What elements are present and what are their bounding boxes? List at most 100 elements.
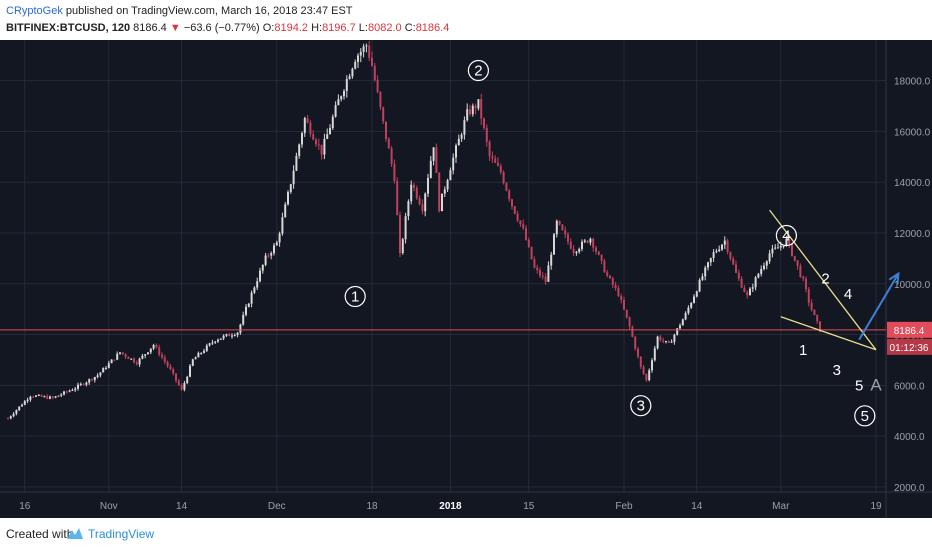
candle-body (441, 193, 443, 212)
candle-body (63, 391, 65, 395)
candle-body (65, 391, 68, 393)
y-tick-label: 12000.0 (894, 229, 931, 240)
candle-body (527, 239, 530, 247)
candle-body (611, 278, 614, 285)
ohlc-open: 8194.2 (274, 22, 308, 34)
candle-body (785, 238, 788, 246)
candle-body (222, 335, 225, 339)
candle-body (651, 360, 653, 371)
x-tick-label: Feb (615, 501, 633, 512)
published-text: published on TradingView.com, March 16, … (65, 5, 353, 17)
ohlc-low: 8082.0 (367, 22, 402, 34)
candle-body (256, 281, 259, 288)
candle-body (231, 335, 233, 337)
arrow-head-icon (888, 271, 900, 285)
candle-body (455, 145, 457, 158)
candle-body (365, 45, 368, 47)
chart-background (0, 40, 932, 518)
candle-body (217, 339, 219, 342)
candle-body (12, 413, 15, 417)
x-tick-label: 15 (523, 501, 535, 512)
candle-body (387, 139, 390, 149)
time-axis[interactable]: 16 Nov 14 Dec 18 2018 15 Feb 14 Mar 19 (19, 501, 882, 512)
candle-body (575, 251, 578, 254)
candle-body (29, 396, 32, 400)
candle-body (483, 118, 485, 128)
candle-body (541, 275, 544, 277)
candle-body (9, 416, 12, 419)
candle-body (105, 367, 107, 369)
projection-arrow (858, 273, 900, 341)
candle-body (488, 141, 491, 157)
candle-body (679, 325, 681, 329)
candle-body (796, 260, 799, 267)
candle-body (228, 334, 231, 337)
candle-body (558, 220, 561, 225)
candle-body (225, 334, 228, 336)
candle-body (508, 190, 511, 200)
candle-body (793, 255, 796, 261)
candle-body (659, 336, 662, 341)
candle-body (687, 307, 690, 313)
candle-body (497, 162, 499, 166)
candle-body (163, 357, 166, 362)
candle-body (88, 379, 91, 383)
candle-body (516, 213, 519, 221)
candle-body (334, 105, 337, 117)
y-tick-label: 18000.0 (894, 77, 931, 88)
candle-body (96, 375, 99, 377)
candle-body (49, 396, 51, 399)
candle-body (278, 233, 281, 243)
candle-body (35, 395, 37, 397)
candle-body (555, 220, 558, 235)
candle-body (239, 324, 242, 333)
candle-body (519, 220, 522, 225)
wave-label: 1 (799, 342, 807, 359)
grid-lines (0, 40, 932, 518)
candle-body (581, 241, 583, 249)
candle-body (138, 358, 141, 365)
tradingview-brand[interactable]: TradingView (88, 527, 155, 541)
candle-body (606, 272, 609, 276)
candle-body (471, 105, 474, 115)
candle-body (396, 180, 399, 216)
candle-body (149, 348, 152, 353)
candle-body (561, 224, 564, 231)
candle-body (172, 369, 175, 374)
candle-body (82, 383, 85, 385)
candle-body (130, 358, 133, 360)
candle-body (735, 264, 737, 273)
candle-body (292, 170, 295, 185)
footer: Created with TradingView (0, 518, 932, 550)
price-chart[interactable]: 1234512345A Complete Bear Mar 2000.04000… (0, 40, 932, 518)
wave-label: 3 (833, 362, 841, 379)
candle-body (289, 184, 292, 192)
candle-body (57, 395, 60, 397)
candle-body (491, 156, 494, 159)
candle-body (354, 61, 357, 69)
candle-body (513, 206, 516, 214)
candle-body (60, 394, 63, 396)
candle-body (614, 284, 617, 289)
candle-body (586, 240, 589, 243)
candle-body (695, 291, 698, 297)
candle-body (189, 365, 191, 377)
last-price: 8186.4 (133, 22, 167, 34)
tradingview-logo-icon[interactable] (66, 527, 84, 541)
candle-body (765, 261, 768, 266)
candle-body (340, 96, 343, 100)
wave-label-circle (467, 59, 489, 82)
candle-body (121, 352, 124, 355)
author-link[interactable]: CRyptoGek (6, 5, 63, 17)
candle-body (620, 296, 623, 300)
created-with-text: Created with (6, 527, 74, 541)
candle-body (371, 57, 373, 66)
candle-body (295, 155, 298, 171)
candle-body (550, 254, 553, 266)
price-axis[interactable]: 2000.04000.06000.08000.010000.012000.014… (887, 77, 932, 494)
candle-body (404, 216, 407, 240)
symbol-info: BITFINEX:BTCUSD, 120 8186.4 ▼ −63.6 (−0.… (6, 22, 449, 34)
candle-body (810, 302, 813, 310)
candle-body (791, 243, 793, 256)
candle-body (522, 224, 525, 229)
